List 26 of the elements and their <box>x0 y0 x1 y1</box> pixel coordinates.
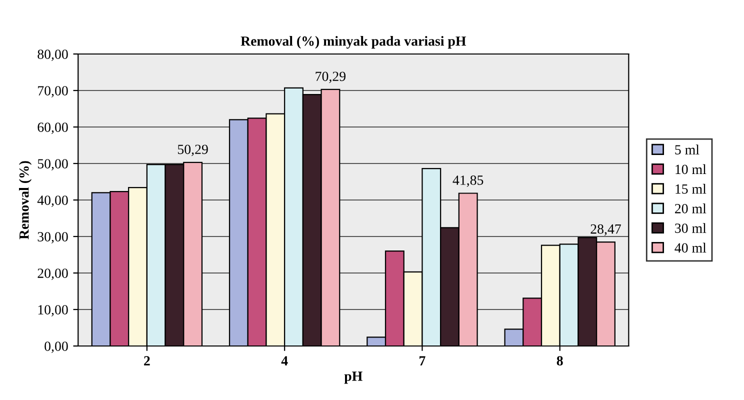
data-label: 50,29 <box>178 144 208 156</box>
y-tick-label: 50,00 <box>38 159 68 170</box>
chart-title: Removal (%) minyak pada variasi pH <box>240 36 466 49</box>
legend-label: 5 ml <box>675 144 700 154</box>
x-tick-label: 2 <box>144 356 150 366</box>
legend-label: 40 ml <box>674 242 706 253</box>
y-tick-label: 20,00 <box>38 268 68 280</box>
x-tick-label: 4 <box>281 356 288 366</box>
data-label: 28,47 <box>590 224 621 236</box>
data-label: 41,85 <box>452 176 484 187</box>
y-tick-label: 80,00 <box>38 50 68 61</box>
legend-label: 30 ml <box>675 223 706 233</box>
data-label: 70,29 <box>316 72 346 84</box>
legend-label: 10 ml <box>676 164 706 174</box>
x-tick-label: 7 <box>420 356 426 366</box>
y-tick-label: 40,00 <box>37 196 68 207</box>
y-tick-label: 70,00 <box>38 86 68 98</box>
x-tick-label: 8 <box>556 356 563 366</box>
y-tick-label: 10,00 <box>38 305 68 316</box>
y-tick-label: 0,00 <box>44 342 68 353</box>
legend-label: 20 ml <box>675 204 706 214</box>
y-tick-label: 30,00 <box>38 232 68 244</box>
legend-label: 15 ml <box>676 184 706 194</box>
y-tick-label: 60,00 <box>38 122 68 134</box>
x-axis-title: pH <box>344 372 362 384</box>
y-axis-title: Removal (%) <box>18 161 32 240</box>
